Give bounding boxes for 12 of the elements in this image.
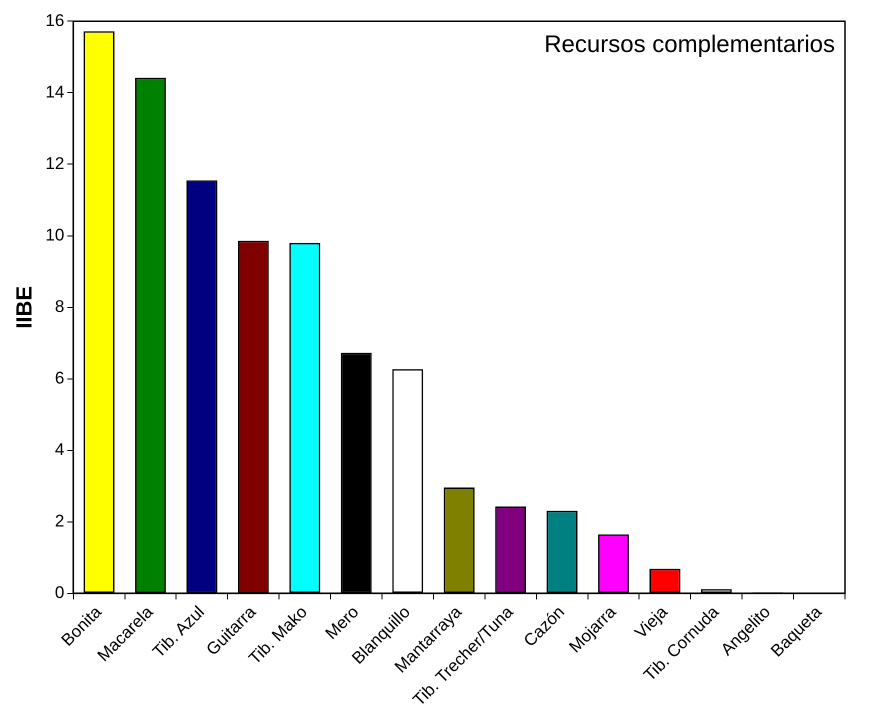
- chart-title: Recursos complementarios: [544, 30, 835, 58]
- y-tick-label: 0: [54, 583, 64, 602]
- y-tick-label: 4: [54, 440, 64, 460]
- y-tick-label: 2: [54, 512, 64, 531]
- y-axis-title: IIBE: [11, 286, 36, 329]
- y-tick-label: 14: [45, 82, 64, 102]
- y-tick-label: 12: [45, 154, 64, 173]
- x-tick-label: Vieja: [631, 602, 672, 642]
- y-tick-label: 10: [45, 225, 64, 244]
- y-tick-label: 8: [54, 296, 64, 316]
- y-tick-label: 6: [54, 368, 64, 388]
- y-tick-label: 16: [45, 10, 64, 30]
